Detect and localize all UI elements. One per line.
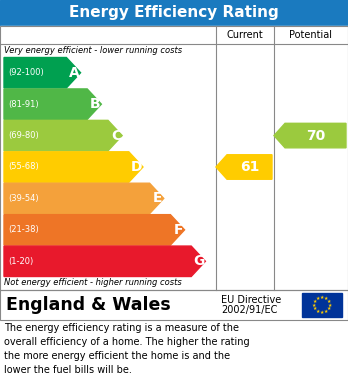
Text: Potential: Potential bbox=[290, 30, 332, 40]
Text: 61: 61 bbox=[240, 160, 259, 174]
Text: (55-68): (55-68) bbox=[8, 163, 39, 172]
Polygon shape bbox=[4, 57, 80, 88]
Text: Energy Efficiency Rating: Energy Efficiency Rating bbox=[69, 5, 279, 20]
Text: ★: ★ bbox=[320, 310, 324, 315]
Bar bbox=[0, 290, 348, 320]
Text: EU Directive: EU Directive bbox=[221, 295, 281, 305]
Bar bbox=[0, 26, 348, 290]
Text: ★: ★ bbox=[320, 295, 324, 300]
Bar bbox=[0, 0, 348, 26]
Text: ★: ★ bbox=[327, 303, 332, 307]
Text: (21-38): (21-38) bbox=[8, 225, 39, 234]
Text: A: A bbox=[69, 66, 80, 80]
Text: England & Wales: England & Wales bbox=[6, 296, 171, 314]
Text: Very energy efficient - lower running costs: Very energy efficient - lower running co… bbox=[4, 46, 182, 55]
Polygon shape bbox=[216, 155, 272, 179]
Text: (39-54): (39-54) bbox=[8, 194, 39, 203]
Text: ★: ★ bbox=[313, 306, 317, 311]
Text: C: C bbox=[111, 129, 121, 143]
Text: Current: Current bbox=[227, 30, 263, 40]
Polygon shape bbox=[4, 89, 101, 119]
Polygon shape bbox=[4, 215, 184, 245]
Bar bbox=[0, 26, 348, 44]
Polygon shape bbox=[4, 246, 205, 276]
Polygon shape bbox=[4, 120, 122, 151]
Bar bbox=[302, 293, 342, 317]
Polygon shape bbox=[4, 152, 143, 182]
Text: ★: ★ bbox=[326, 306, 331, 311]
Text: ★: ★ bbox=[324, 309, 328, 314]
Text: ★: ★ bbox=[316, 296, 321, 301]
Text: ★: ★ bbox=[312, 303, 317, 307]
Text: G: G bbox=[193, 254, 204, 268]
Bar bbox=[0, 290, 348, 320]
Polygon shape bbox=[4, 183, 164, 213]
Text: ★: ★ bbox=[324, 296, 328, 301]
Text: F: F bbox=[174, 223, 183, 237]
Text: ★: ★ bbox=[316, 309, 321, 314]
Text: ★: ★ bbox=[326, 299, 331, 304]
Text: The energy efficiency rating is a measure of the
overall efficiency of a home. T: The energy efficiency rating is a measur… bbox=[4, 323, 250, 375]
Text: 2002/91/EC: 2002/91/EC bbox=[221, 305, 277, 315]
Text: D: D bbox=[130, 160, 142, 174]
Polygon shape bbox=[274, 123, 346, 148]
Text: (92-100): (92-100) bbox=[8, 68, 44, 77]
Text: (69-80): (69-80) bbox=[8, 131, 39, 140]
Text: E: E bbox=[153, 192, 163, 205]
Text: ★: ★ bbox=[313, 299, 317, 304]
Text: 70: 70 bbox=[306, 129, 325, 143]
Text: (1-20): (1-20) bbox=[8, 257, 33, 266]
Text: Not energy efficient - higher running costs: Not energy efficient - higher running co… bbox=[4, 278, 182, 287]
Text: (81-91): (81-91) bbox=[8, 100, 39, 109]
Text: B: B bbox=[90, 97, 100, 111]
